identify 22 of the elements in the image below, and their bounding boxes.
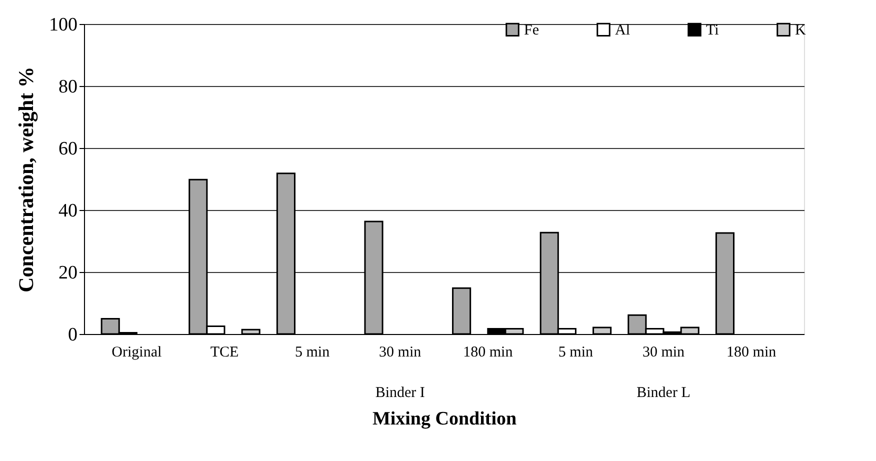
x-tick-label: 5 min xyxy=(558,344,594,360)
legend-label: Al xyxy=(615,22,630,39)
y-tick-label: 60 xyxy=(58,138,78,160)
y-tick-label: 40 xyxy=(58,200,78,222)
x-tick-label: TCE xyxy=(210,344,239,360)
x-tick-label: 180 min xyxy=(463,344,514,360)
x-tick-label: 5 min xyxy=(294,344,330,360)
y-tick-label: 0 xyxy=(68,324,78,346)
x-tick-label: 30 min xyxy=(379,344,422,360)
text: Binder I xyxy=(375,385,425,401)
y-tick-label: 20 xyxy=(58,262,78,284)
x-tick-label: Original xyxy=(112,344,162,360)
legend-label: K xyxy=(795,22,806,39)
y-axis-title: Concentration, weight % xyxy=(14,66,38,292)
y-tick-label: 80 xyxy=(58,76,78,98)
text: Binder L xyxy=(636,385,690,401)
y-tick-label: 100 xyxy=(49,14,78,36)
x-axis-title: Mixing Condition xyxy=(372,408,517,430)
legend-label: Fe xyxy=(524,22,540,39)
x-tick-label: 30 min xyxy=(642,344,686,360)
legend-label: Ti xyxy=(706,22,719,39)
x-tick-label: 180 min xyxy=(726,344,777,360)
